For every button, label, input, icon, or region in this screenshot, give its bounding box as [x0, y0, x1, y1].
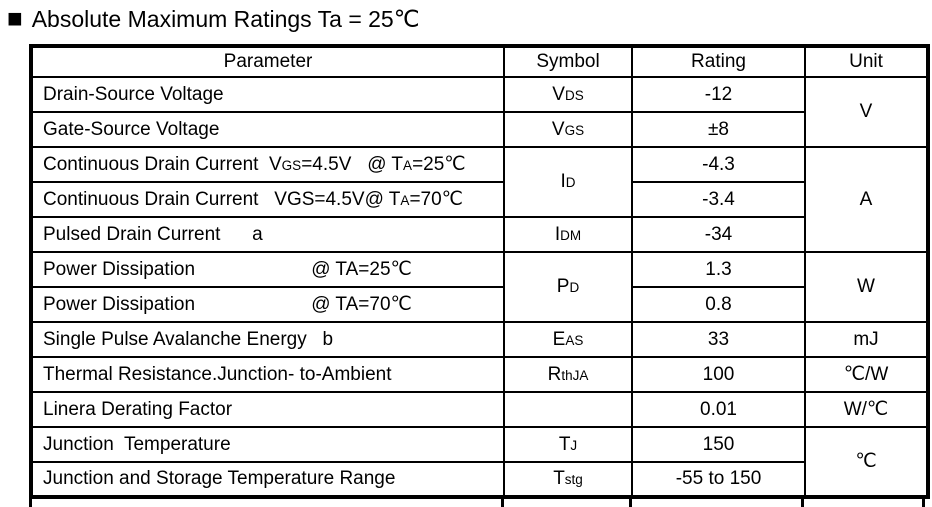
rating-cell: 150 — [631, 426, 806, 463]
param-cell: Junction Temperature — [30, 426, 505, 463]
rating-cell: 1.3 — [631, 251, 806, 288]
symbol-cell: EAS — [503, 321, 633, 358]
rating-cell: 0.8 — [631, 286, 806, 323]
column-border-stub — [801, 496, 804, 507]
rating-cell: -34 — [631, 216, 806, 253]
symbol-cell: RthJA — [503, 356, 633, 393]
param-cell: Power Dissipation @ TA=25℃ — [30, 251, 505, 288]
param-cell: Continuous Drain Current VGS=4.5V @ TA=2… — [30, 146, 505, 183]
unit-cell: mJ — [804, 321, 929, 358]
symbol-cell: TJ — [503, 426, 633, 463]
rating-cell: 0.01 — [631, 391, 806, 428]
column-border-stub — [922, 496, 925, 507]
table-row: Power Dissipation @ TA=25℃ PD 1.3 W — [30, 251, 929, 323]
col-header-unit: Unit — [804, 45, 929, 78]
table-row: Single Pulse Avalanche Energy b EAS 33 m… — [30, 321, 929, 358]
unit-cell: ℃/W — [804, 356, 929, 393]
table-row: Junction and Storage Temperature Range T… — [30, 461, 928, 498]
param-cell: Junction and Storage Temperature Range — [30, 461, 505, 498]
rating-cell: 33 — [631, 321, 806, 358]
column-border-stub — [629, 496, 632, 507]
symbol-cell — [503, 391, 633, 428]
unit-cell: W/℃ — [804, 391, 929, 428]
param-cell: Single Pulse Avalanche Energy b — [30, 321, 505, 358]
unit-cell: A — [804, 146, 929, 253]
abs-max-ratings-table: Parameter Symbol Rating Unit Drain-Sourc… — [29, 44, 930, 499]
table-row: Linera Derating Factor 0.01 W/℃ — [30, 391, 929, 428]
rating-cell: -3.4 — [631, 181, 806, 218]
unit-cell: W — [804, 251, 929, 323]
symbol-cell: VGS — [503, 111, 633, 148]
table-row: Pulsed Drain Current a IDM -34 — [30, 216, 928, 253]
table-row: Power Dissipation @ TA=70℃ 0.8 — [30, 286, 928, 323]
unit-cell: V — [804, 76, 929, 148]
table-row: Drain-Source Voltage VDS -12 V — [30, 76, 929, 148]
symbol-cell: VDS — [503, 76, 633, 113]
rating-cell: -12 — [631, 76, 806, 113]
symbol-cell: IDM — [503, 216, 633, 253]
rating-cell: -55 to 150 — [631, 461, 806, 498]
unit-cell: ℃ — [804, 426, 929, 498]
page-title: Absolute Maximum Ratings Ta = 25℃ — [31, 6, 420, 32]
param-cell: Pulsed Drain Current a — [30, 216, 505, 253]
column-border-stub — [501, 496, 504, 507]
table-row: Thermal Resistance.Junction- to-Ambient … — [30, 356, 929, 393]
table-row: Junction Temperature TJ 150 ℃ — [30, 426, 929, 498]
param-cell: Power Dissipation @ TA=70℃ — [30, 286, 505, 323]
table-row: Continuous Drain Current VGS=4.5V @ TA=2… — [30, 146, 929, 253]
col-header-rating: Rating — [631, 45, 806, 78]
section-title: ■ Absolute Maximum Ratings Ta = 25℃ — [7, 5, 420, 33]
param-cell: Continuous Drain Current VGS=4.5V@ TA=70… — [30, 181, 505, 218]
rating-cell: -4.3 — [631, 146, 806, 183]
symbol-cell: Tstg — [503, 461, 633, 498]
symbol-cell: ID — [503, 146, 633, 218]
rating-cell: ±8 — [631, 111, 806, 148]
col-header-parameter: Parameter — [30, 45, 505, 78]
table-row: Continuous Drain Current VGS=4.5V@ TA=70… — [30, 181, 928, 218]
symbol-cell: PD — [503, 251, 633, 323]
header-row: Parameter Symbol Rating Unit — [30, 45, 929, 78]
param-cell: Gate-Source Voltage — [30, 111, 505, 148]
param-cell: Thermal Resistance.Junction- to-Ambient — [30, 356, 505, 393]
rating-cell: 100 — [631, 356, 806, 393]
section-marker-icon: ■ — [7, 3, 23, 33]
column-border-stub — [29, 496, 32, 507]
col-header-symbol: Symbol — [503, 45, 633, 78]
param-cell: Drain-Source Voltage — [30, 76, 505, 113]
table-row: Gate-Source Voltage VGS ±8 — [30, 111, 928, 148]
param-cell: Linera Derating Factor — [30, 391, 505, 428]
